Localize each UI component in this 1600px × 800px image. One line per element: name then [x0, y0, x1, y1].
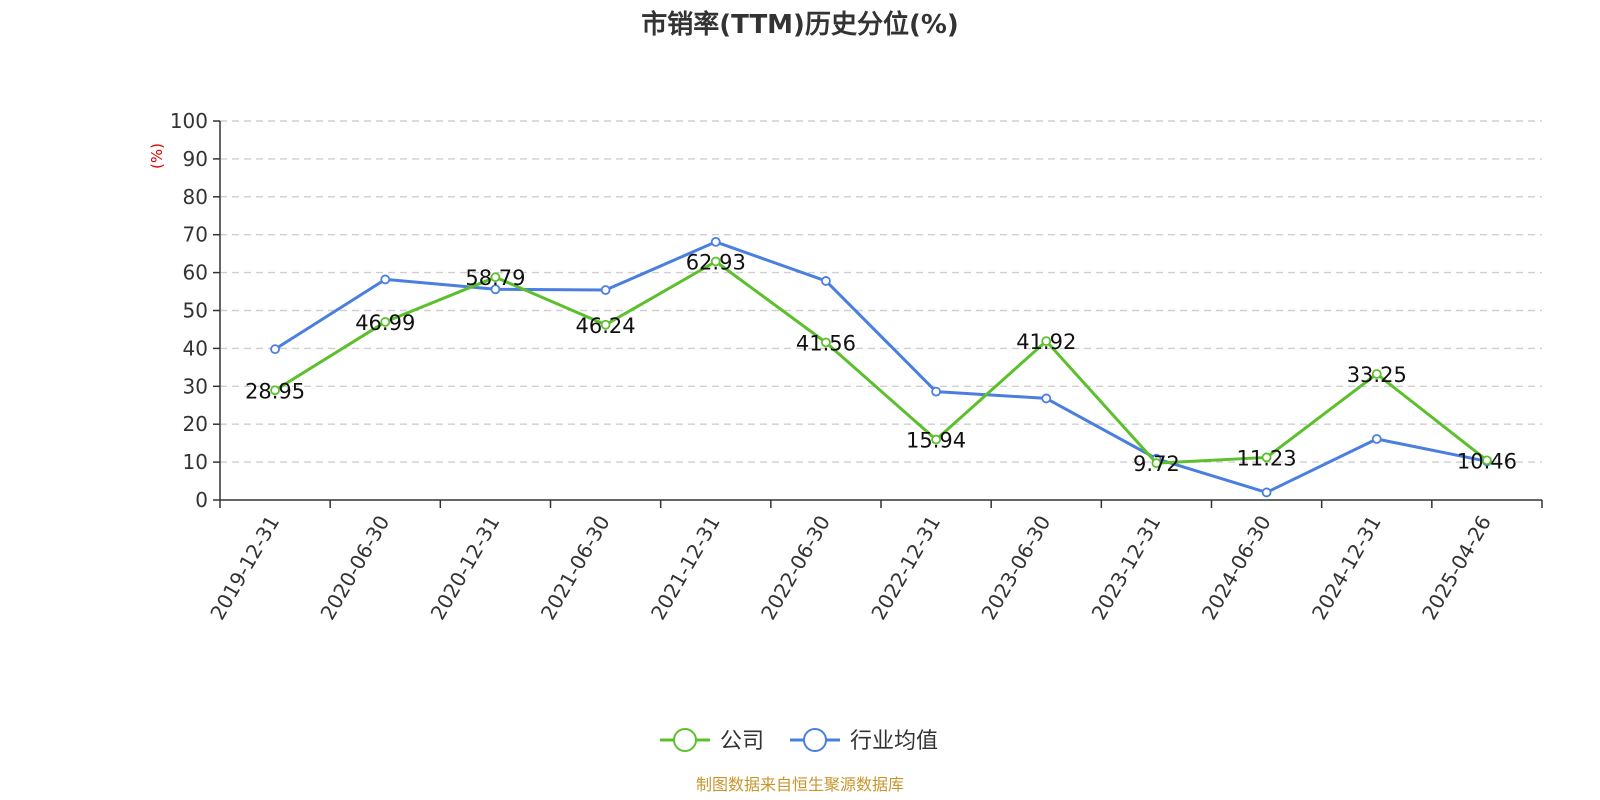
data-label: 41.56	[796, 331, 856, 355]
legend-item-1[interactable]: 行业均值	[790, 728, 938, 754]
y-tick-label: 50	[183, 299, 208, 323]
data-point[interactable]	[380, 317, 391, 327]
data-point[interactable]	[490, 284, 501, 295]
legend-marker	[673, 728, 697, 752]
data-point[interactable]	[931, 434, 941, 445]
x-tick-label: 2021-06-30	[536, 511, 615, 624]
data-point[interactable]	[821, 337, 831, 348]
x-tick-label: 2020-12-31	[426, 511, 505, 624]
series-line-1	[274, 240, 1488, 494]
data-point[interactable]	[1041, 393, 1052, 404]
x-tick-label: 2023-06-30	[976, 511, 1055, 624]
data-labels: 28.95 46.99 58.79 46.24 62.93 41.56 15.94 41.92…	[245, 250, 1517, 476]
y-axis-ticks: 0 10 20 30 40 50 60 70 80 90 100	[170, 109, 208, 512]
data-point[interactable]	[1371, 434, 1382, 444]
data-point[interactable]	[710, 237, 721, 247]
x-tick-label: 2022-06-30	[756, 511, 835, 624]
data-point[interactable]	[710, 256, 721, 267]
data-label: 58.79	[465, 266, 525, 290]
data-label: 46.99	[355, 311, 415, 335]
y-tick-label: 90	[183, 147, 208, 171]
data-point[interactable]	[1261, 452, 1272, 463]
data-point[interactable]	[1151, 458, 1162, 469]
x-tick-label: 2022-12-31	[866, 511, 945, 624]
data-point[interactable]	[270, 344, 280, 355]
y-tick-label: 30	[183, 374, 208, 398]
x-tick-label: 2024-12-31	[1307, 511, 1386, 624]
legend-marker	[803, 728, 827, 752]
data-label: 62.93	[686, 250, 746, 274]
series-line-0	[274, 259, 1488, 465]
y-tick-label: 70	[183, 223, 208, 247]
data-point[interactable]	[821, 276, 831, 286]
y-tick-label: 10	[183, 450, 208, 474]
data-point[interactable]	[270, 385, 280, 396]
data-point[interactable]	[600, 319, 611, 330]
y-tick-label: 60	[183, 261, 208, 285]
data-label: 9.72	[1133, 452, 1180, 476]
data-point[interactable]	[380, 274, 391, 285]
x-tick-label: 2025-04-26	[1417, 511, 1496, 624]
chart-title: 市销率(TTM)历史分位(%)	[641, 9, 959, 40]
series-layer	[270, 237, 1492, 498]
axes	[213, 120, 1543, 508]
data-point[interactable]	[931, 386, 941, 397]
data-label: 15.94	[906, 429, 966, 453]
legend[interactable]: 公司 行业均值	[660, 728, 938, 754]
legend-item-0[interactable]: 公司	[660, 728, 764, 754]
y-axis-label: (%)	[148, 143, 166, 169]
data-point[interactable]	[600, 285, 611, 295]
y-tick-label: 0	[195, 488, 208, 512]
source-note: 制图数据来自恒生聚源数据库	[696, 775, 904, 794]
grid-lines	[220, 120, 1542, 463]
x-axis-ticks: 2019-12-31 2020-06-30 2020-12-31 2021-06-30…	[205, 511, 1496, 624]
data-point[interactable]	[1041, 336, 1052, 347]
y-tick-label: 100	[170, 109, 208, 133]
x-tick-label: 2019-12-31	[205, 511, 284, 624]
y-tick-label: 40	[183, 336, 208, 360]
x-tick-label: 2020-06-30	[315, 511, 394, 624]
data-point[interactable]	[1482, 455, 1492, 466]
legend-label: 公司	[720, 729, 764, 754]
x-tick-label: 2021-12-31	[646, 511, 725, 624]
data-point[interactable]	[1261, 487, 1272, 498]
data-label: 41.92	[1016, 330, 1076, 354]
data-point[interactable]	[490, 272, 501, 283]
data-label: 46.24	[576, 314, 636, 338]
legend-label: 行业均值	[850, 729, 938, 754]
data-label: 33.25	[1347, 363, 1407, 387]
data-point[interactable]	[1371, 369, 1382, 379]
x-tick-label: 2023-12-31	[1087, 511, 1166, 624]
y-tick-label: 80	[183, 185, 208, 209]
y-tick-label: 20	[183, 412, 208, 436]
data-label: 11.23	[1237, 446, 1297, 470]
data-label: 10.46	[1457, 449, 1517, 473]
x-tick-label: 2024-06-30	[1197, 511, 1276, 624]
data-label: 28.95	[245, 379, 305, 403]
